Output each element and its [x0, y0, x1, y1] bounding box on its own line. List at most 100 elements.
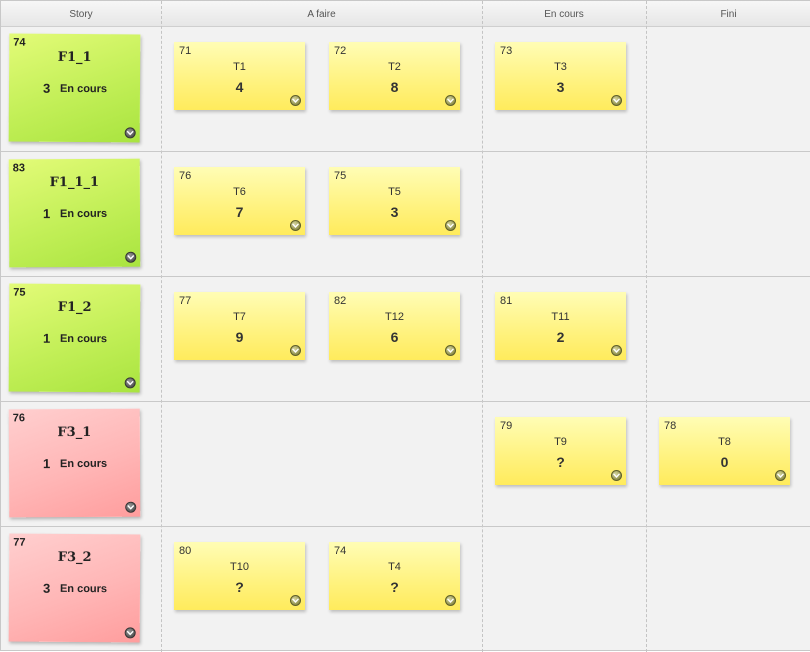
card-menu-button[interactable] — [124, 627, 136, 639]
task-card[interactable]: 77 T7 9 — [174, 292, 305, 360]
card-menu-button[interactable] — [445, 95, 456, 106]
story-card[interactable]: 74 F1_1 3 En cours — [8, 33, 141, 143]
task-id: 81 — [500, 295, 513, 307]
column-header-fini: Fini — [720, 9, 737, 20]
card-menu-button[interactable] — [611, 345, 622, 356]
story-card[interactable]: 76 F3_1 1 En cours — [8, 408, 141, 518]
task-estimate: 8 — [390, 79, 399, 95]
task-card[interactable]: 80 T10? — [174, 542, 305, 610]
task-name: T10 — [230, 561, 249, 573]
task-id: 82 — [334, 295, 347, 307]
task-id: 74 — [334, 545, 347, 557]
task-name: T1 — [233, 61, 246, 73]
task-id: 78 — [664, 420, 677, 432]
story-status: En cours — [59, 332, 108, 346]
task-id: 75 — [334, 170, 347, 182]
column-divider — [646, 1, 647, 652]
task-estimate: ? — [390, 579, 399, 595]
chevron-down-icon — [126, 380, 134, 386]
card-menu-button[interactable] — [445, 220, 456, 231]
task-card[interactable]: 79 T9? — [495, 417, 626, 485]
chevron-down-icon — [447, 348, 454, 353]
column-header-story: Story — [69, 9, 93, 20]
story-status: En cours — [59, 582, 108, 596]
task-name: T12 — [385, 311, 404, 323]
chevron-down-icon — [777, 473, 784, 478]
row-divider — [1, 276, 810, 277]
chevron-down-icon — [447, 223, 454, 228]
column-divider — [161, 1, 162, 652]
chevron-down-icon — [613, 348, 620, 353]
story-status: En cours — [59, 457, 108, 471]
story-card[interactable]: 77 F3_2 3 En cours — [8, 533, 141, 643]
task-name: T2 — [388, 61, 401, 73]
task-card[interactable]: 76 T6 7 — [174, 167, 305, 235]
card-menu-button[interactable] — [611, 95, 622, 106]
task-name: T6 — [233, 186, 246, 198]
chevron-down-icon — [613, 98, 620, 103]
task-name: T5 — [388, 186, 401, 198]
card-menu-button[interactable] — [290, 95, 301, 106]
chevron-down-icon — [613, 473, 620, 478]
story-name: F3_2 — [57, 549, 92, 566]
card-menu-button[interactable] — [445, 595, 456, 606]
task-name: T8 — [718, 436, 731, 448]
task-id: 77 — [179, 295, 192, 307]
card-menu-button[interactable] — [124, 127, 136, 139]
story-task-count: 1 — [42, 206, 51, 222]
task-card[interactable]: 81 T11 2 — [495, 292, 626, 360]
chevron-down-icon — [447, 98, 454, 103]
task-id: 71 — [179, 45, 192, 57]
card-menu-button[interactable] — [125, 501, 137, 513]
task-estimate: ? — [235, 579, 244, 595]
task-id: 80 — [179, 545, 192, 557]
chevron-down-icon — [292, 598, 299, 603]
task-card[interactable]: 78 T8 0 — [659, 417, 790, 485]
story-name: F3_1 — [57, 424, 92, 441]
task-card[interactable]: 73 T3 3 — [495, 42, 626, 110]
chevron-down-icon — [127, 255, 135, 260]
chevron-down-icon — [127, 505, 135, 510]
task-estimate: 4 — [235, 79, 244, 95]
story-card[interactable]: 75 F1_2 1 En cours — [8, 283, 141, 393]
chevron-down-icon — [292, 348, 299, 353]
task-card[interactable]: 82 T12 6 — [329, 292, 460, 360]
card-menu-button[interactable] — [125, 251, 137, 263]
task-estimate: 7 — [235, 204, 244, 220]
story-name: F1_1 — [57, 49, 92, 66]
task-estimate: 9 — [235, 329, 244, 345]
card-menu-button[interactable] — [290, 345, 301, 356]
task-name: T7 — [233, 311, 246, 323]
task-card[interactable]: 75 T5 3 — [329, 167, 460, 235]
card-menu-button[interactable] — [290, 220, 301, 231]
chevron-down-icon — [292, 223, 299, 228]
task-card[interactable]: 74 T4? — [329, 542, 460, 610]
story-id: 74 — [13, 36, 26, 49]
story-task-count: 3 — [42, 80, 51, 96]
task-name: T11 — [551, 311, 570, 323]
chevron-down-icon — [292, 98, 299, 103]
story-status: En cours — [59, 82, 108, 96]
card-menu-button[interactable] — [611, 470, 622, 481]
row-divider — [1, 151, 810, 152]
card-menu-button[interactable] — [124, 377, 136, 389]
story-card[interactable]: 83 F1_1_1 1 En cours — [8, 158, 141, 268]
task-id: 76 — [179, 170, 192, 182]
card-menu-button[interactable] — [290, 595, 301, 606]
card-menu-button[interactable] — [445, 345, 456, 356]
task-card[interactable]: 72 T2 8 — [329, 42, 460, 110]
column-header-a-faire: A faire — [307, 9, 336, 20]
task-estimate: 6 — [390, 329, 399, 345]
task-estimate: 3 — [390, 204, 399, 220]
task-id: 79 — [500, 420, 513, 432]
story-task-count: 1 — [42, 456, 51, 472]
task-name: T3 — [554, 61, 567, 73]
task-card[interactable]: 71 T1 4 — [174, 42, 305, 110]
story-status: En cours — [59, 207, 108, 221]
task-id: 72 — [334, 45, 347, 57]
task-estimate: 2 — [556, 329, 565, 345]
card-menu-button[interactable] — [775, 470, 786, 481]
chevron-down-icon — [126, 130, 134, 136]
task-estimate: 3 — [556, 79, 565, 95]
story-id: 77 — [13, 536, 26, 549]
